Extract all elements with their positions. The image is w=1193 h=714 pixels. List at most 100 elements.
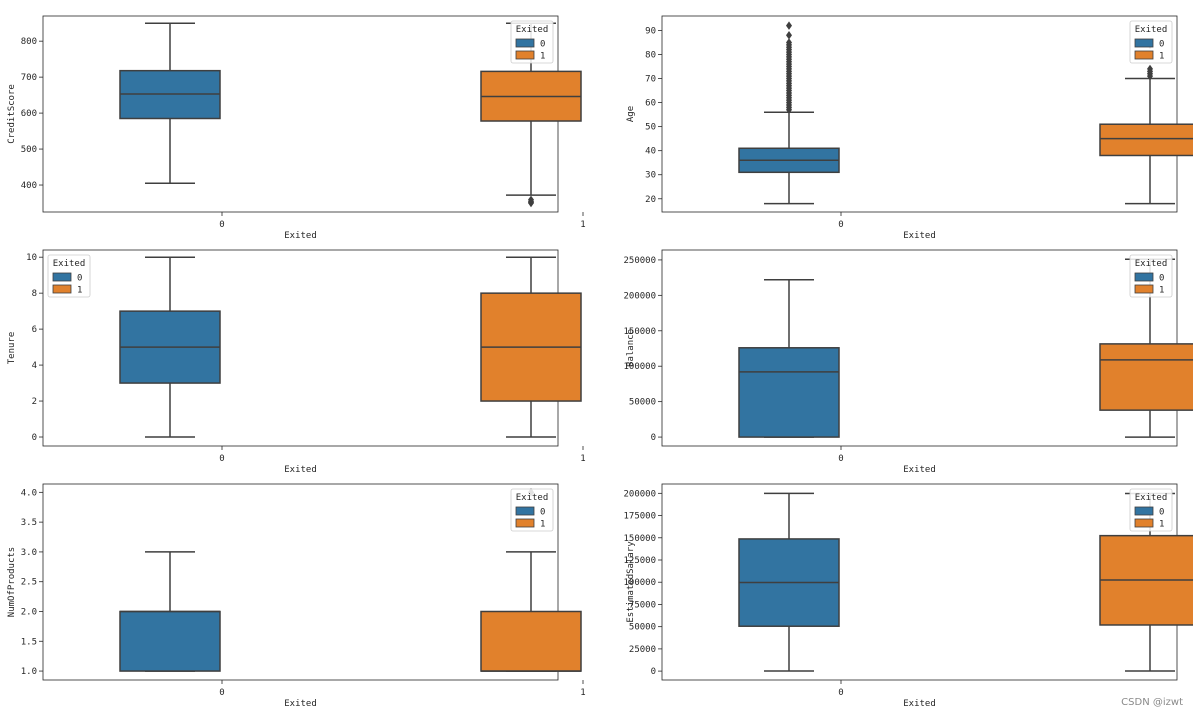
subplot-age: 20 30 40 50 60 70 80 90 0 1 Exited Age Exited 0 1 (626, 15, 1193, 241)
y-axis-label: CreditScore (7, 84, 17, 144)
y-axis-label: Age (626, 106, 636, 122)
legend-swatch-1 (515, 518, 535, 528)
y-tick-label: 50000 (629, 623, 656, 633)
y-tick-label: 2.5 (21, 578, 37, 588)
legend-label-1: 1 (540, 520, 545, 530)
y-tick-label: 1.5 (21, 637, 37, 647)
legend-title: Exited (1135, 25, 1168, 35)
legend: Exited 0 1 (1129, 488, 1173, 532)
watermark-text: CSDN @izwt (1121, 697, 1183, 708)
iqr-box (119, 610, 221, 672)
y-tick-label: 0 (651, 667, 656, 677)
legend-label-0: 0 (1159, 40, 1164, 50)
subplot-balance: 0 50000 100000 150000 200000 250000 0 1 Exited Ba… (623, 249, 1193, 475)
iqr-box (738, 347, 840, 438)
x-axis-label: Exited (903, 699, 936, 709)
iqr-box (1099, 343, 1193, 411)
legend-title: Exited (1135, 259, 1168, 269)
y-tick-label: 4.0 (21, 488, 37, 498)
legend-label-0: 0 (540, 508, 545, 518)
outlier-point (786, 21, 792, 30)
y-axis-label: Tenure (7, 332, 17, 365)
x-tick-label: 0 (219, 220, 224, 230)
legend: Exited 0 1 (47, 254, 91, 298)
legend-swatch-1 (1134, 50, 1154, 60)
x-axis-label: Exited (284, 465, 317, 475)
legend: Exited 0 1 (510, 20, 554, 64)
box-exited-1 (1099, 492, 1193, 672)
legend-swatch-0 (1134, 272, 1154, 282)
box-exited-0 (738, 21, 840, 205)
legend: Exited 0 1 (1129, 254, 1173, 298)
outlier-point (1147, 64, 1153, 74)
x-axis-label: Exited (284, 231, 317, 241)
legend-swatch-1 (1134, 284, 1154, 294)
y-tick-label: 6 (32, 325, 37, 335)
legend-title: Exited (516, 25, 549, 35)
y-tick-label: 30 (645, 171, 656, 181)
x-axis-label: Exited (284, 699, 317, 709)
subplot-estimatedsalary: 0 25000 50000 75000 100000 125000 150000 175000… (623, 483, 1193, 709)
y-tick-label: 1.0 (21, 667, 37, 677)
legend-swatch-1 (52, 284, 72, 294)
y-tick-label: 175000 (623, 512, 656, 522)
legend-swatch-0 (515, 38, 535, 48)
y-tick-label: 100000 (623, 578, 656, 588)
y-tick-label: 0 (651, 433, 656, 443)
y-tick-label: 250000 (623, 256, 656, 266)
y-tick-label: 2 (32, 397, 37, 407)
y-tick-label: 60 (645, 99, 656, 109)
y-tick-label: 400 (21, 181, 37, 191)
y-tick-label: 500 (21, 145, 37, 155)
legend-label-0: 0 (77, 274, 82, 284)
y-tick-label: 200000 (623, 489, 656, 499)
legend-swatch-0 (1134, 506, 1154, 516)
subplot-numofproducts: 1.0 1.5 2.0 2.5 3.0 3.5 4.0 0 1 Exited NumOfProduc… (7, 483, 586, 709)
y-tick-label: 600 (21, 109, 37, 119)
legend-label-0: 0 (540, 40, 545, 50)
y-tick-label: 50 (645, 123, 656, 133)
y-tick-label: 10 (26, 253, 37, 263)
y-axis-label: NumOfProducts (7, 547, 17, 617)
outlier-point (786, 38, 792, 47)
x-tick-label: 0 (838, 688, 843, 698)
iqr-box (480, 610, 582, 672)
legend-swatch-0 (515, 506, 535, 516)
y-tick-label: 0 (32, 433, 37, 443)
y-tick-label: 200000 (623, 291, 656, 301)
box-exited-1 (480, 256, 582, 438)
box-exited-1 (480, 22, 582, 208)
legend: Exited 0 1 (1129, 20, 1173, 64)
y-tick-label: 20 (645, 195, 656, 205)
y-tick-label: 80 (645, 50, 656, 60)
y-tick-label: 100000 (623, 362, 656, 372)
box-exited-0 (119, 22, 221, 184)
y-tick-label: 70 (645, 75, 656, 85)
subplot-tenure: 0 2 4 6 8 10 0 1 Exited Tenure Exited 0 1 (7, 249, 586, 475)
box-exited-0 (738, 279, 840, 438)
legend-swatch-0 (52, 272, 72, 282)
x-tick-label: 0 (838, 454, 843, 464)
y-axis-label: EstimatedSalary (626, 541, 636, 623)
y-tick-label: 90 (645, 26, 656, 36)
y-tick-label: 3.0 (21, 548, 37, 558)
box-exited-0 (119, 551, 221, 672)
box-exited-1 (1099, 40, 1193, 205)
legend-swatch-1 (515, 50, 535, 60)
y-tick-label: 75000 (629, 600, 656, 610)
x-tick-label: 0 (219, 688, 224, 698)
x-axis-label: Exited (903, 465, 936, 475)
box-exited-0 (738, 492, 840, 672)
legend-label-0: 0 (1159, 274, 1164, 284)
y-tick-label: 2.0 (21, 607, 37, 617)
box-exited-0 (119, 256, 221, 438)
x-tick-label: 0 (219, 454, 224, 464)
legend-label-1: 1 (1159, 286, 1164, 296)
y-tick-label: 800 (21, 37, 37, 47)
y-tick-label: 40 (645, 147, 656, 157)
y-tick-label: 150000 (623, 327, 656, 337)
y-tick-label: 50000 (629, 398, 656, 408)
legend-label-0: 0 (1159, 508, 1164, 518)
legend-title: Exited (53, 259, 86, 269)
y-tick-label: 3.5 (21, 518, 37, 528)
